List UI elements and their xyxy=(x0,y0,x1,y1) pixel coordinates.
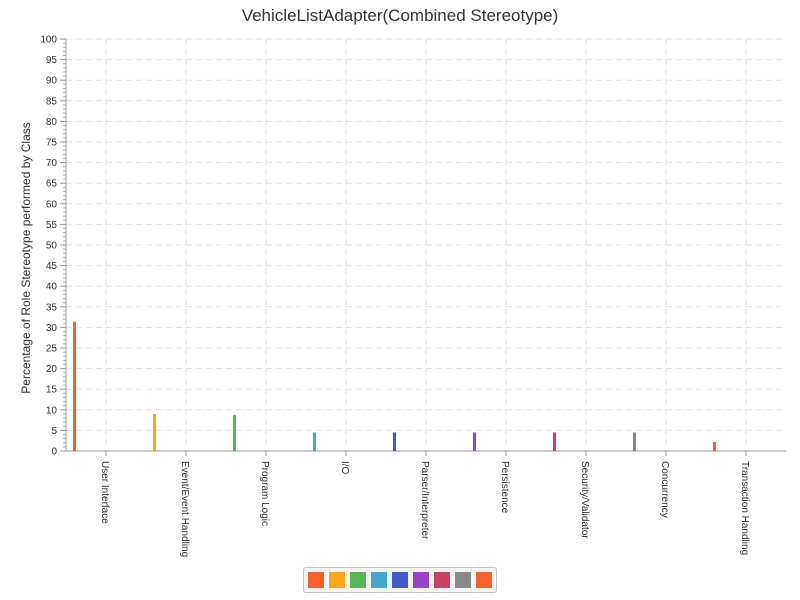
y-axis-title: Percentage of Role Stereotype performed … xyxy=(19,122,33,393)
x-tick-label: Parser/Interpreter xyxy=(419,461,430,540)
y-tick-label: 5 xyxy=(51,426,57,437)
label-layer: 0 5 10 15 20 25 30 35 40 45 50 55 60 65 70 75 80 85 90 95 10… xyxy=(40,35,750,558)
y-tick-label: 40 xyxy=(46,282,58,293)
legend-swatch xyxy=(392,572,408,588)
y-tick-label: 100 xyxy=(40,35,57,46)
legend-swatch xyxy=(434,572,450,588)
y-tick-label: 10 xyxy=(46,405,58,416)
x-tick-label: Event/Event Handling xyxy=(179,461,190,557)
y-tick-label: 35 xyxy=(46,302,58,313)
x-tick-label: Program Logic xyxy=(259,461,270,526)
chart-title: VehicleListAdapter(Combined Stereotype) xyxy=(241,6,559,25)
legend-swatch xyxy=(329,572,345,588)
legend-swatch xyxy=(413,572,429,588)
bar-concurrency xyxy=(633,432,636,451)
legend-swatch xyxy=(476,572,492,588)
x-tick-label: Transaction Handling xyxy=(739,461,750,555)
y-tick-label: 50 xyxy=(46,241,58,252)
y-tick-label: 85 xyxy=(46,96,58,107)
y-tick-label: 25 xyxy=(46,344,58,355)
y-tick-label: 15 xyxy=(46,385,58,396)
bar-user-interface xyxy=(73,321,76,451)
legend-swatch xyxy=(455,572,471,588)
x-tick-label: Security/Validator xyxy=(579,461,590,539)
legend-swatch xyxy=(308,572,324,588)
y-tick-label: 70 xyxy=(46,158,58,169)
y-tick-label: 0 xyxy=(51,447,57,458)
bar-parser-interpreter xyxy=(393,432,396,451)
x-tick-label: User Interface xyxy=(99,461,110,524)
x-tick-label: I/O xyxy=(339,461,350,475)
y-tick-label: 90 xyxy=(46,76,58,87)
bar-persistence xyxy=(473,432,476,451)
bar-layer xyxy=(73,321,716,451)
legend-swatch xyxy=(371,572,387,588)
bar-security-validator xyxy=(553,432,556,451)
bar-event-event-handling xyxy=(153,413,156,451)
bar-program-logic xyxy=(233,415,236,451)
y-tick-label: 55 xyxy=(46,220,58,231)
legend-swatch xyxy=(350,572,366,588)
grid-layer xyxy=(66,38,786,451)
legend xyxy=(303,567,497,593)
y-tick-label: 65 xyxy=(46,179,58,190)
y-tick-label: 80 xyxy=(46,117,58,128)
bar-i-o xyxy=(313,432,316,451)
x-tick-label: Concurrency xyxy=(659,461,670,518)
y-tick-label: 30 xyxy=(46,323,58,334)
axis-layer xyxy=(60,38,786,456)
y-tick-label: 45 xyxy=(46,261,58,272)
x-tick-label: Persistence xyxy=(499,461,510,514)
y-tick-label: 95 xyxy=(46,55,58,66)
y-tick-label: 60 xyxy=(46,199,58,210)
y-tick-label: 20 xyxy=(46,364,58,375)
y-tick-label: 75 xyxy=(46,138,58,149)
bar-transaction-handling xyxy=(713,441,716,451)
